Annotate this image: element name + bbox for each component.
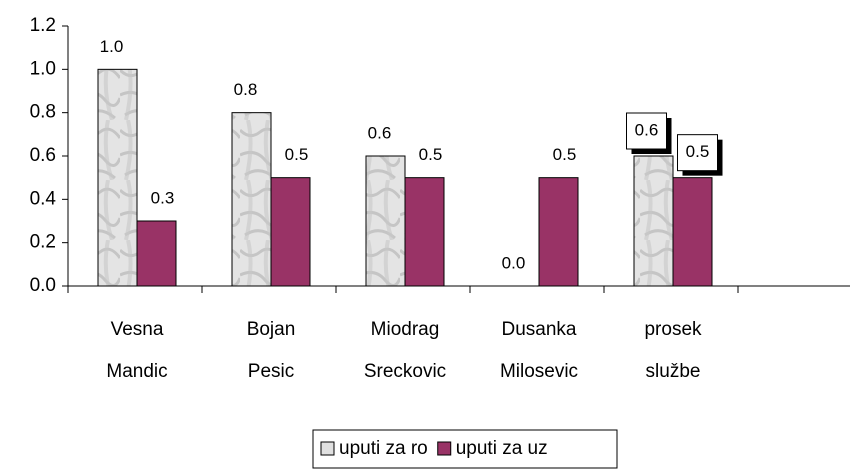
bar — [538, 177, 579, 287]
label-box — [626, 112, 667, 150]
data-label: 0.5 — [285, 145, 309, 164]
legend-swatch — [437, 441, 452, 456]
x-tick-label: Miodrag Sreckovic — [364, 319, 446, 382]
data-label: 0.0 — [502, 253, 526, 272]
data-label: 0.8 — [234, 80, 258, 99]
y-tick-label: 1.2 — [30, 15, 56, 36]
legend-swatch — [320, 441, 335, 456]
bar — [97, 68, 138, 287]
y-tick-label: 0.4 — [30, 188, 57, 209]
label-box — [677, 134, 718, 172]
data-label: 0.3 — [151, 188, 175, 207]
data-label: 0.5 — [686, 142, 710, 161]
data-label: 0.6 — [635, 120, 659, 139]
legend-label: uputi za uz — [456, 438, 548, 459]
legend-box — [312, 429, 618, 469]
y-tick-label: 0.6 — [30, 145, 56, 166]
bar — [672, 177, 713, 287]
bar — [404, 177, 445, 287]
x-tick-label: Bojan Pesic — [247, 319, 296, 382]
x-tick-label: prosek službe — [644, 319, 702, 382]
data-label: 0.5 — [419, 145, 443, 164]
bar — [136, 220, 177, 287]
y-tick-label: 0.2 — [30, 232, 56, 253]
data-label: 0.5 — [553, 145, 577, 164]
bar — [633, 155, 674, 287]
bar — [231, 112, 272, 287]
y-tick-label: 1.0 — [30, 58, 56, 79]
y-tick-label: 0.0 — [30, 275, 56, 296]
legend-label: uputi za ro — [339, 438, 428, 459]
bar — [270, 177, 311, 287]
x-tick-label: Vesna Mandic — [106, 319, 167, 382]
bar — [365, 155, 406, 287]
data-label: 0.6 — [368, 123, 392, 142]
data-label: 1.0 — [100, 37, 124, 56]
x-tick-label: Dusanka Milosevic — [500, 319, 578, 382]
y-tick-label: 0.8 — [30, 102, 56, 123]
